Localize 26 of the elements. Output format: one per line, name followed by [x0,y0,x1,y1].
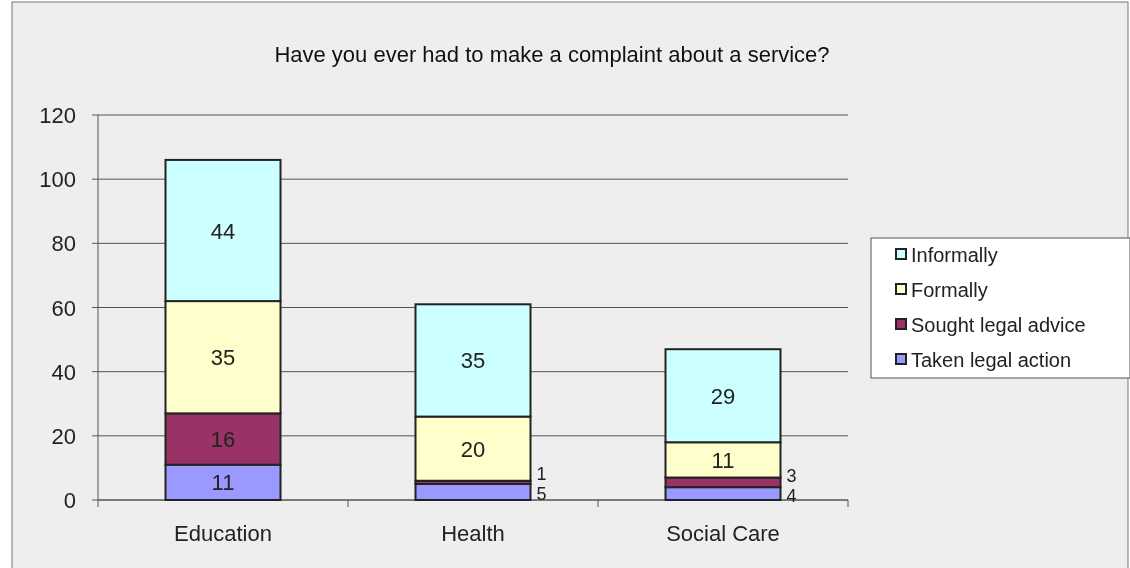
legend-label: Sought legal advice [911,314,1086,336]
data-label: 11 [211,470,235,496]
data-label: 3 [786,465,797,486]
y-tick-label: 0 [63,488,76,513]
y-tick-label: 80 [51,231,76,257]
data-label: 11 [711,447,735,473]
y-tick-label: 100 [39,167,76,193]
x-tick-label: Health [441,521,505,546]
y-tick-label: 20 [51,423,76,449]
y-tick-label: 40 [51,359,76,385]
data-label: 35 [460,348,486,374]
data-label: 1 [536,463,547,484]
legend-label: Formally [911,279,988,301]
data-label: 16 [210,427,236,453]
x-tick-label: Education [174,521,272,546]
data-label: 35 [210,345,236,371]
data-label: 29 [710,383,736,409]
y-tick-label: 120 [39,103,76,128]
data-label: 44 [210,218,236,244]
data-label: 5 [536,483,547,504]
x-tick-label: Social Care [666,521,780,546]
y-tick-label: 60 [51,295,76,321]
legend-label: Taken legal action [911,349,1072,371]
legend-label: Informally [911,244,998,266]
data-label: 20 [460,436,486,462]
chart-title: Have you ever had to make a complaint about a service? [274,42,830,67]
